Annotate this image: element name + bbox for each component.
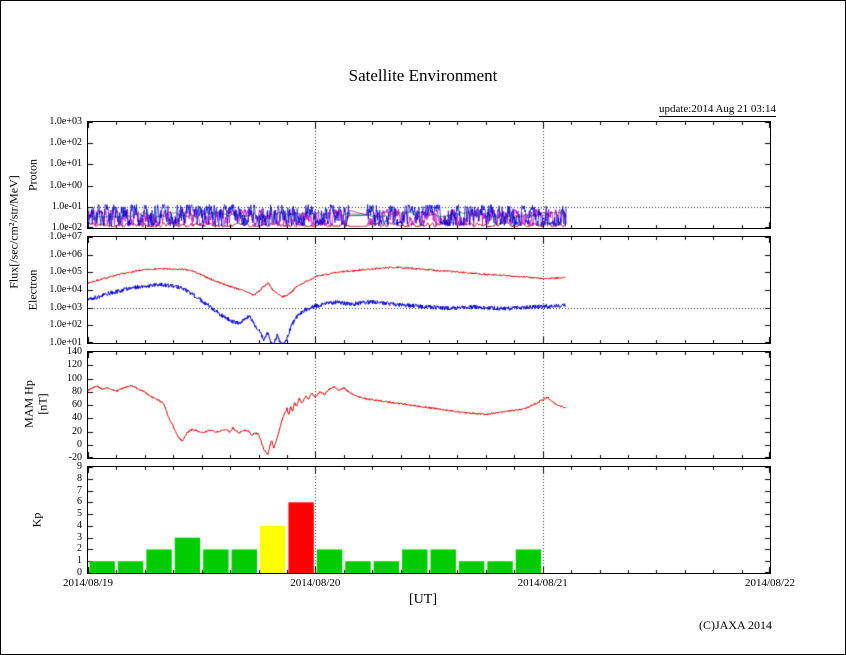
tick-label: 3 [77, 531, 82, 543]
tick-label: 1.0e+02 [49, 319, 82, 331]
tick-label: 7 [77, 484, 82, 496]
tick-label: 1.0e+03 [49, 116, 82, 127]
mam-hp-plot-canvas [88, 352, 770, 458]
tick-label: 1.0e+07 [49, 231, 82, 242]
tick-label: 60 [72, 399, 82, 410]
tick-label: 1.0e-02 [51, 222, 82, 233]
tick-label: 6 [77, 496, 82, 508]
tick-label: 40 [72, 412, 82, 424]
tick-label: 100 [67, 372, 82, 384]
update-timestamp: update:2014 Aug 21 03:14 [658, 103, 776, 117]
tick-label: 20 [72, 425, 82, 437]
electron-plot-canvas [88, 237, 770, 343]
mam-hp-panel [87, 351, 771, 459]
tick-label: -20 [68, 452, 82, 463]
tick-label: 8 [77, 472, 82, 484]
tick-label: 140 [67, 346, 82, 357]
tick-label: 5 [77, 508, 82, 520]
tick-label: 1.0e-01 [51, 200, 82, 212]
tick-label: 9 [77, 461, 82, 472]
kp-panel [87, 466, 771, 574]
tick-label: 1.0e+01 [49, 158, 82, 170]
tick-label: 1.0e+03 [49, 301, 82, 313]
tick-label: 1.0e+05 [49, 266, 82, 278]
tick-label: 1.0e+06 [49, 248, 82, 260]
x-axis-label: [UT] [409, 592, 437, 607]
tick-label: 1 [77, 555, 82, 567]
tick-label: 2014/08/19 [62, 577, 114, 589]
tick-label: 2014/08/21 [517, 577, 568, 589]
tick-label: 4 [77, 519, 82, 531]
proton-plot-canvas [88, 122, 770, 228]
tick-label: 2014/08/20 [290, 577, 341, 589]
tick-label: 1.0e+02 [49, 137, 82, 149]
proton-panel [87, 121, 771, 229]
tick-label: 1.0e+00 [49, 179, 82, 191]
tick-label: 0 [77, 567, 82, 578]
electron-panel [87, 236, 771, 344]
tick-label: 0 [77, 438, 82, 450]
tick-label: 2014/08/22 [744, 577, 796, 589]
copyright-notice: (C)JAXA 2014 [698, 618, 772, 632]
tick-label: 80 [72, 385, 82, 397]
tick-label: 2 [77, 543, 82, 555]
page-title: Satellite Environment [348, 66, 498, 85]
tick-label: 1.0e+01 [49, 337, 82, 348]
tick-label: 1.0e+04 [49, 284, 82, 295]
tick-label: 120 [67, 359, 82, 371]
kp-plot-canvas [88, 467, 770, 573]
